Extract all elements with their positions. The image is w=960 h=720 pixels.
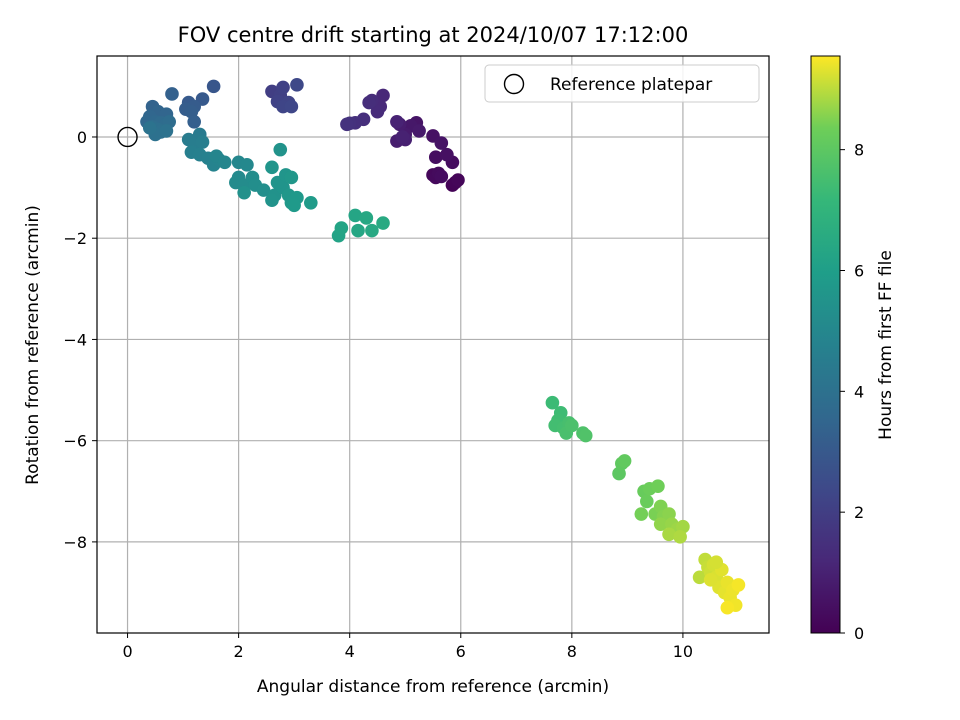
data-point <box>348 208 363 223</box>
x-tick-label: 0 <box>122 642 132 661</box>
data-point <box>334 221 349 235</box>
data-point <box>265 193 279 208</box>
x-tick-label: 2 <box>234 642 244 661</box>
plot-frame <box>96 55 770 634</box>
reference-platepar-marker <box>117 126 138 148</box>
data-point <box>195 135 210 149</box>
data-point <box>240 158 254 172</box>
x-tick-label: 6 <box>456 642 466 661</box>
data-point <box>256 183 271 197</box>
data-point <box>653 517 668 531</box>
data-point <box>651 479 665 494</box>
data-point <box>159 124 174 138</box>
y-tick-label: 0 <box>77 128 87 147</box>
data-point <box>662 527 676 542</box>
chart-title: FOV centre drift starting at 2024/10/07 … <box>178 23 689 47</box>
data-point <box>142 121 157 135</box>
data-point <box>434 169 449 184</box>
data-point <box>284 99 299 114</box>
x-tick-label: 4 <box>345 642 355 661</box>
data-point <box>395 130 410 144</box>
data-point <box>640 494 654 509</box>
data-point <box>703 573 718 587</box>
data-point <box>434 136 449 150</box>
data-point <box>365 223 379 238</box>
x-tick-label: 10 <box>673 642 693 661</box>
data-point <box>273 142 288 157</box>
data-point <box>428 150 443 165</box>
grid-lines <box>97 56 769 633</box>
colorbar-tick-label: 6 <box>854 261 864 280</box>
data-point <box>304 195 318 210</box>
x-axis-label: Angular distance from reference (arcmin) <box>257 677 609 697</box>
colorbar <box>810 55 841 634</box>
data-point <box>165 87 179 101</box>
data-point <box>287 198 301 213</box>
data-point <box>206 79 221 94</box>
data-point <box>634 507 649 521</box>
y-axis-label: Rotation from reference (arcmin) <box>23 205 43 485</box>
data-point <box>720 600 735 615</box>
colorbar-tick-label: 8 <box>854 141 864 160</box>
colorbar-ticks: 0 2 4 6 8 <box>840 141 864 643</box>
data-point <box>187 114 201 129</box>
data-points <box>140 78 746 615</box>
y-tick-label: −4 <box>63 330 87 349</box>
data-point <box>731 578 746 592</box>
legend-box <box>484 64 760 103</box>
y-tick-label: −8 <box>63 533 87 552</box>
legend-entry-reference-platepar: Reference platepar <box>550 75 712 95</box>
data-point <box>276 80 290 95</box>
y-axis-ticks: −8 −6 −4 −2 0 <box>63 128 97 552</box>
colorbar-tick-label: 2 <box>854 503 864 522</box>
data-point <box>359 211 374 225</box>
legend: Reference platepar <box>484 64 760 103</box>
data-point <box>565 418 579 433</box>
data-point <box>362 95 376 110</box>
data-point <box>351 223 365 238</box>
colorbar-label: Hours from first FF file <box>876 250 896 440</box>
x-axis-ticks: 0 2 4 6 8 10 <box>122 633 693 661</box>
y-tick-label: −2 <box>63 229 87 248</box>
colorbar-tick-label: 4 <box>854 382 864 401</box>
data-point <box>340 117 354 132</box>
data-point <box>673 530 687 544</box>
data-point <box>376 88 390 103</box>
data-point <box>578 428 593 443</box>
x-tick-label: 8 <box>567 642 577 661</box>
data-point <box>617 454 632 468</box>
data-point <box>370 104 385 119</box>
data-point <box>545 395 560 410</box>
legend-marker-icon <box>503 73 525 95</box>
data-point <box>265 160 279 175</box>
data-point <box>390 114 404 129</box>
y-tick-label: −6 <box>63 432 87 451</box>
data-point <box>412 124 426 138</box>
colorbar-tick-label: 0 <box>854 624 864 643</box>
data-point <box>290 78 304 92</box>
data-point <box>709 555 724 569</box>
data-point <box>237 185 251 200</box>
data-point <box>440 147 454 162</box>
data-point <box>451 173 465 187</box>
data-point <box>217 155 232 170</box>
data-point <box>284 170 299 185</box>
data-point <box>376 216 390 230</box>
data-point <box>692 570 707 585</box>
